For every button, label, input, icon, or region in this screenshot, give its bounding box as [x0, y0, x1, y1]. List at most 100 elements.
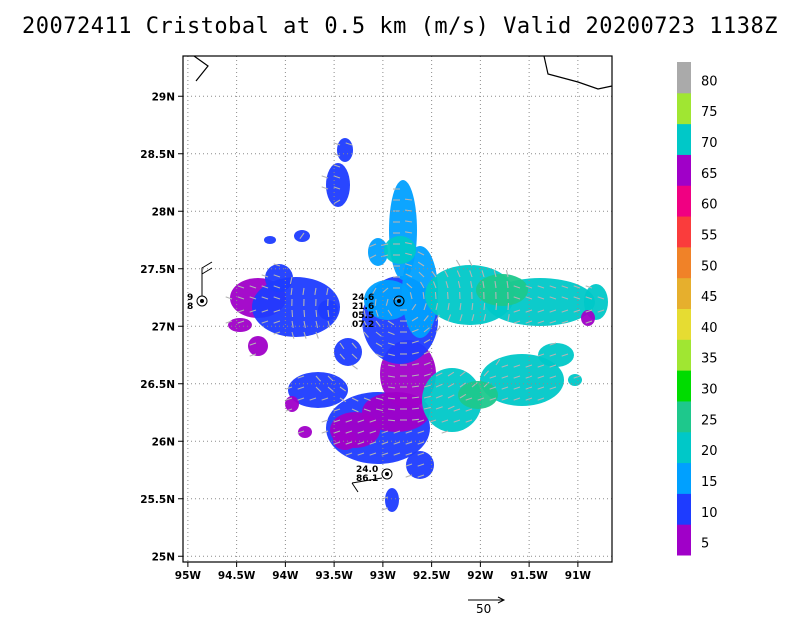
wind-arrow-268 [423, 406, 431, 410]
wind-arrow-243 [351, 397, 359, 402]
wind-arrow-0 [333, 142, 341, 146]
coastline-nw [193, 55, 209, 82]
wind-arrow-199 [549, 364, 557, 368]
colorbar-label: 15 [701, 475, 718, 490]
wind-arrow-106 [273, 309, 281, 313]
wind-arrow-314 [405, 474, 413, 478]
wind-arrow-65 [494, 280, 497, 289]
wind-arrow-236 [537, 386, 545, 390]
wind-arrow-223 [387, 386, 396, 389]
wind-region-23 [538, 343, 574, 367]
station-dot-1 [397, 299, 401, 303]
wind-arrow-261 [333, 408, 341, 412]
x-tick-label: 94.5W [218, 570, 256, 582]
wind-arrow-152 [513, 320, 521, 324]
wind-arrow-283 [441, 419, 449, 423]
wind-arrow-95 [513, 296, 521, 300]
wind-region-7 [334, 338, 362, 366]
wind-region-33 [581, 310, 595, 326]
wind-arrow-197 [525, 364, 533, 368]
colorbar-label: 60 [701, 198, 718, 213]
wind-arrow-179 [339, 353, 346, 360]
reference-arrowhead [497, 596, 506, 604]
wind-arrow-260 [285, 408, 293, 412]
wind-arrow-115 [411, 303, 417, 311]
wind-arrow-304 [417, 441, 425, 445]
colorbar-label: 65 [701, 167, 718, 182]
wind-arrow-275 [345, 419, 353, 423]
wind-region-27 [326, 163, 350, 207]
colorbar-label: 25 [701, 413, 718, 428]
wind-arrow-159 [291, 331, 295, 339]
wind-arrow-56 [382, 287, 389, 293]
wind-arrow-121 [483, 302, 486, 311]
wind-arrow-22 [405, 242, 413, 245]
y-tick-label: 27N [152, 321, 175, 333]
wind-arrow-306 [357, 452, 365, 456]
wind-arrow-49 [261, 285, 269, 289]
wind-barb [201, 261, 213, 296]
wind-arrow-280 [411, 418, 420, 421]
wind-region-17 [384, 236, 416, 264]
station-label-0: 8 [187, 302, 193, 312]
wind-arrow-5 [333, 175, 341, 179]
wind-arrow-102 [597, 296, 605, 300]
wind-arrow-35 [273, 274, 281, 278]
wind-arrow-118 [447, 303, 450, 311]
station-label-1: 05.5 [352, 311, 374, 321]
station-label-2: 24.0 [356, 465, 378, 475]
wind-arrow-307 [369, 452, 377, 456]
wind-arrow-41 [444, 270, 449, 278]
wind-arrow-46 [505, 270, 509, 278]
coastline-ne [543, 55, 613, 90]
wind-arrow-124 [513, 309, 521, 313]
colorbar-label: 40 [701, 321, 718, 336]
station-label-2: 86.1 [356, 474, 378, 484]
wind-arrow-139 [327, 320, 331, 328]
wind-arrow-177 [549, 342, 557, 346]
x-tick-label: 92.5W [413, 570, 451, 582]
wind-arrow-107 [291, 309, 294, 318]
grid-lines [183, 56, 612, 562]
wind-arrow-281 [417, 419, 425, 423]
wind-arrow-97 [537, 296, 545, 300]
wind-arrow-252 [459, 393, 467, 399]
wind-arrow-312 [405, 463, 413, 467]
x-tick-label: 95W [175, 570, 202, 582]
wind-arrow-255 [489, 397, 497, 401]
wind-arrow-87 [422, 291, 425, 300]
wind-arrow-231 [483, 381, 490, 388]
colorbar: 5 10 15 20 25 30 35 40 45 50 55 60 65 70 75 80 [677, 62, 718, 556]
wind-arrow-4 [321, 175, 329, 179]
wind-arrow-240 [309, 397, 317, 401]
wind-arrow-60 [432, 281, 437, 289]
wind-arrow-285 [465, 419, 473, 423]
wind-arrow-316 [381, 496, 389, 500]
wind-arrow-277 [369, 419, 377, 423]
wind-arrow-178 [249, 353, 257, 357]
wind-arrow-311 [417, 452, 425, 456]
station-ring-2 [381, 468, 393, 480]
wind-arrow-132 [225, 320, 233, 324]
wind-arrow-267 [411, 407, 420, 410]
station-label-1: 21.6 [352, 302, 374, 312]
wind-arrow-225 [411, 385, 420, 388]
wind-arrow-7 [333, 186, 341, 190]
colorbar-swatch [677, 123, 691, 155]
wind-arrows [225, 142, 605, 511]
colorbar-label: 20 [701, 444, 718, 459]
wind-arrow-28 [273, 263, 281, 267]
wind-arrow-113 [387, 309, 393, 317]
wind-arrow-11 [404, 198, 413, 201]
colorbar-swatch [677, 62, 691, 94]
wind-arrow-18 [405, 231, 413, 234]
wind-arrow-270 [447, 405, 455, 410]
wind-arrow-218 [285, 386, 293, 390]
wind-arrow-303 [405, 441, 413, 445]
wind-arrow-161 [315, 331, 319, 339]
wind-arrow-264 [375, 408, 383, 412]
wind-arrow-198 [537, 364, 545, 368]
wind-arrow-128 [561, 309, 569, 313]
wind-arrow-196 [513, 364, 521, 368]
wind-arrow-16 [299, 232, 305, 240]
